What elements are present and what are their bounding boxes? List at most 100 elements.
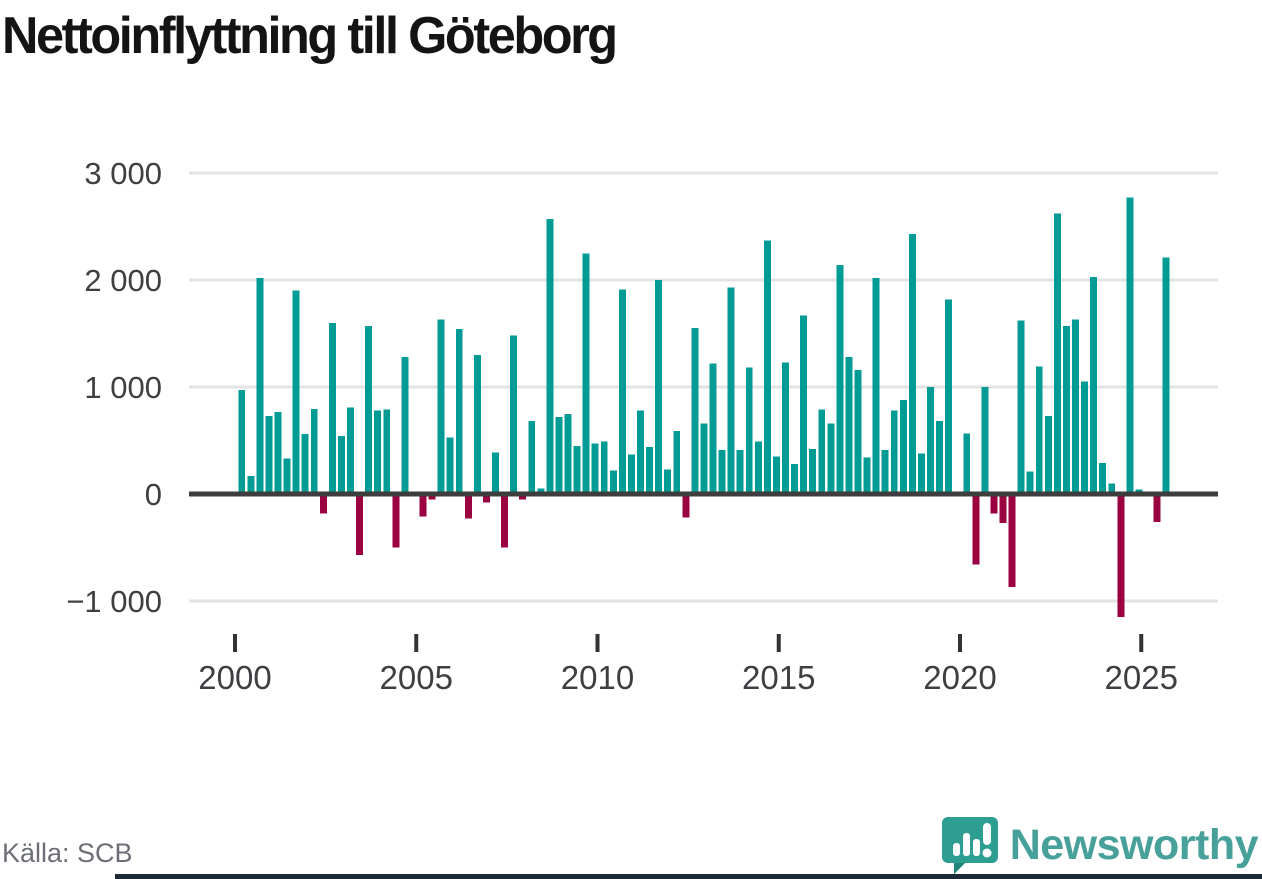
bar	[519, 494, 527, 500]
bar	[872, 277, 880, 494]
y-tick-label: −1 000	[66, 584, 162, 619]
bar	[827, 423, 835, 494]
bar	[455, 329, 463, 494]
bar	[473, 354, 481, 494]
bar	[836, 265, 844, 494]
x-tick-label: 2020	[923, 659, 996, 696]
bar	[319, 494, 327, 514]
bar	[301, 434, 309, 494]
bar	[637, 410, 644, 494]
bar	[655, 280, 663, 494]
x-tick-label: 2015	[742, 659, 815, 696]
bar	[1017, 320, 1025, 494]
bar	[809, 449, 817, 494]
bar	[1044, 415, 1052, 494]
bar	[763, 240, 771, 494]
bar	[591, 443, 599, 494]
bar	[1162, 257, 1170, 494]
bar	[546, 219, 554, 494]
bar	[292, 290, 300, 494]
bar	[600, 441, 608, 494]
bar	[501, 494, 509, 548]
bar	[419, 494, 427, 517]
bar	[881, 450, 889, 494]
bar	[1099, 462, 1107, 494]
y-tick-label: 1 000	[84, 370, 162, 405]
bar	[908, 233, 916, 495]
bar	[736, 450, 744, 494]
x-tick-label: 2000	[198, 659, 271, 696]
bar	[356, 494, 364, 555]
x-tick-label: 2005	[380, 659, 453, 696]
y-tick-label: 2 000	[84, 263, 162, 298]
bar	[800, 315, 808, 494]
bar	[365, 326, 373, 494]
bar	[927, 387, 934, 494]
bar	[854, 369, 862, 494]
source-label: Källa: SCB	[2, 838, 133, 868]
bar	[945, 299, 953, 494]
bar	[1081, 381, 1089, 494]
bar	[972, 494, 980, 565]
bar	[492, 452, 499, 494]
bar	[963, 433, 971, 494]
bar	[265, 415, 273, 494]
newsworthy-logo-icon	[941, 815, 998, 875]
bar	[745, 367, 753, 494]
bar	[727, 287, 735, 494]
bar	[310, 408, 318, 494]
bar	[1108, 483, 1116, 494]
bar	[573, 445, 581, 494]
bar	[464, 494, 472, 519]
y-tick-label: 3 000	[84, 156, 162, 191]
bar	[609, 470, 617, 494]
bar	[899, 399, 907, 494]
bar	[383, 409, 391, 494]
bar	[1026, 471, 1034, 494]
bar	[347, 407, 354, 494]
x-tick-label: 2025	[1105, 659, 1178, 696]
bar	[337, 436, 345, 494]
bar	[256, 277, 264, 494]
bar	[510, 335, 518, 494]
bar	[691, 328, 699, 494]
bar	[1072, 319, 1079, 494]
bar	[718, 450, 726, 494]
bar	[782, 362, 789, 494]
bar	[555, 416, 563, 494]
bar	[283, 458, 291, 494]
bar	[238, 390, 246, 494]
bar	[482, 494, 490, 503]
bar	[936, 421, 944, 494]
page-title: Nettoinflyttning till Göteborg	[2, 7, 618, 65]
bar	[428, 494, 436, 500]
bar	[754, 441, 762, 494]
bar	[700, 423, 708, 494]
bar	[528, 421, 536, 494]
bar	[999, 494, 1007, 523]
bar	[401, 357, 409, 494]
bar	[1008, 494, 1016, 588]
bar	[1053, 213, 1061, 494]
bar	[247, 475, 255, 494]
bar	[274, 412, 282, 494]
bar	[627, 454, 635, 494]
bar	[791, 464, 799, 494]
footer-accent-strip	[115, 874, 1262, 879]
bar	[437, 319, 445, 494]
bar	[772, 456, 780, 494]
bar	[646, 446, 654, 494]
bar	[673, 430, 681, 494]
bar	[328, 322, 336, 494]
bar	[981, 387, 989, 494]
bar	[990, 494, 998, 514]
bar	[374, 410, 382, 494]
bar	[664, 469, 672, 494]
x-tick-label: 2010	[561, 659, 634, 696]
bar	[863, 457, 871, 494]
bar	[845, 357, 853, 494]
bar	[582, 253, 590, 494]
bar	[890, 410, 898, 494]
bar	[564, 413, 572, 494]
